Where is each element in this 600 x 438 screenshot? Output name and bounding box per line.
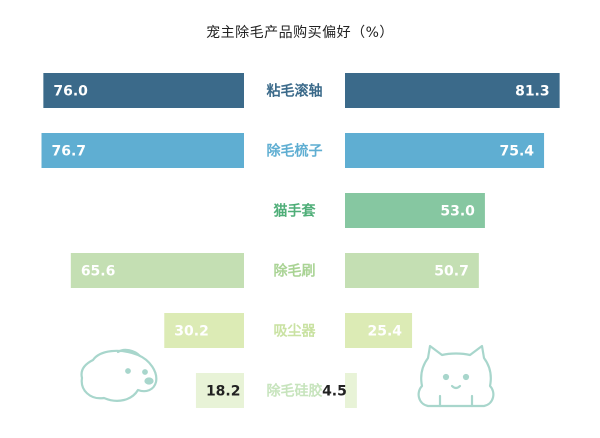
bar-left-4 [164,313,244,348]
bar-right-1 [345,133,545,168]
category-label-0: 粘毛滚轴 [267,83,323,100]
bar-left-0 [43,73,244,108]
bar-right-0 [345,73,560,108]
dog-icon [80,348,158,402]
category-label-2: 猫手套 [274,203,316,220]
bar-left-1 [41,133,245,168]
bar-right-4 [345,313,413,348]
value-label-left-0: 76.0 [53,84,88,100]
value-label-right-0: 81.3 [515,84,550,100]
bar-left-5 [195,373,244,408]
category-label-4: 吸尘器 [274,324,317,340]
bar-left-3 [70,253,244,288]
bars-group: 76.0 81.3 粘毛滚轴 76.7 75.4 除毛梳子 53.0 猫手套 65.6 50.7 除… [41,73,560,408]
chart-title: 宠主除毛产品购买偏好（%） [206,25,394,41]
value-label-left-1: 76.7 [52,144,87,160]
value-label-left-3: 65.6 [81,264,116,280]
category-label-5: 除毛硅胶 [267,383,323,400]
bar-right-3 [345,253,479,288]
bar-right-5 [345,373,357,408]
value-label-right-5: 4.5 [322,384,347,400]
value-label-right-3: 50.7 [434,264,469,280]
value-label-left-4: 30.2 [174,324,209,340]
category-label-3: 除毛刷 [274,263,316,280]
bar-right-2 [345,193,485,228]
value-label-right-1: 75.4 [500,144,535,160]
category-label-1: 除毛梳子 [267,143,323,160]
value-label-right-4: 25.4 [368,324,403,340]
cat-icon [417,344,495,408]
value-label-left-5: 18.2 [206,384,241,400]
value-label-right-2: 53.0 [440,204,475,220]
